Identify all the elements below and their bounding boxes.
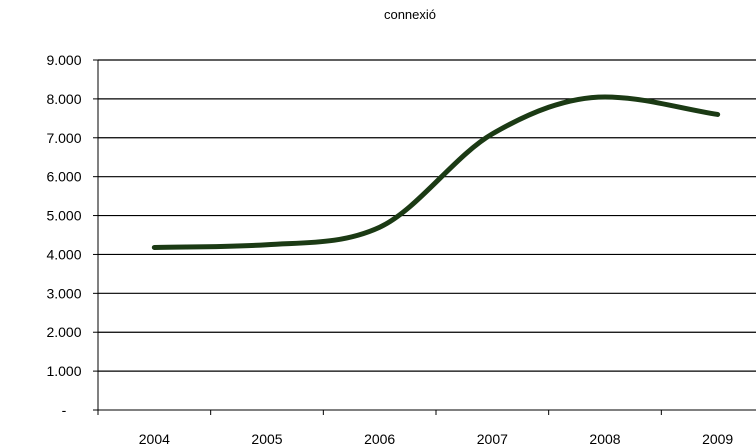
chart-title: connexió (384, 7, 436, 22)
series-line-0 (151, 94, 721, 250)
x-axis-tick-labels: 2004 2005 2006 2007 2008 2009 (139, 431, 734, 446)
series-layer (151, 94, 721, 250)
x-tick-label: 2004 (139, 431, 170, 446)
y-tick-label: 4.000 (46, 246, 81, 262)
x-tick-label: 2006 (364, 431, 395, 446)
axes (93, 59, 756, 415)
x-tick-label: 2005 (251, 431, 282, 446)
y-tick-label: 7.000 (46, 130, 81, 146)
y-tick-label: 9.000 (46, 52, 81, 68)
y-axis-tick-labels: - 1.000 2.000 3.000 4.000 5.000 6.000 7.000 8.00… (46, 52, 81, 418)
y-tick-label: 3.000 (46, 285, 81, 301)
y-tick-label: 1.000 (46, 363, 81, 379)
y-tick-label: - (62, 402, 67, 418)
x-tick-label: 2009 (702, 431, 733, 446)
x-tick-label: 2008 (589, 431, 620, 446)
gridlines (98, 59, 756, 372)
y-tick-label: 5.000 (46, 208, 81, 224)
x-tick-label: 2007 (477, 431, 508, 446)
y-tick-label: 8.000 (46, 91, 81, 107)
y-tick-label: 2.000 (46, 324, 81, 340)
y-tick-label: 6.000 (46, 169, 81, 185)
